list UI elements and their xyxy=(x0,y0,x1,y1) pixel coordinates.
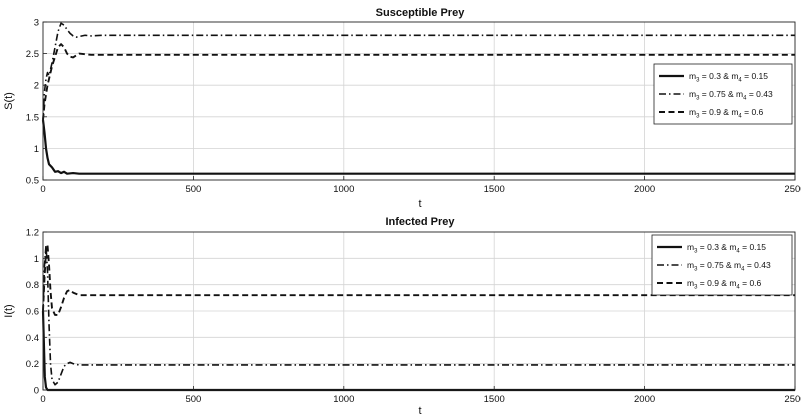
susceptible-legend: m3 = 0.3 & m4 = 0.15 m3 = 0.75 & m4 = 0.4… xyxy=(653,63,793,125)
susceptible-x-tick-label: 0 xyxy=(40,184,45,195)
infected-series-line-3 xyxy=(42,244,795,316)
infected-x-tick-label: 1000 xyxy=(333,394,354,405)
infected-y-tick-label: 0.8 xyxy=(26,280,39,291)
susceptible-x-tick-label: 1500 xyxy=(484,184,505,195)
infected-x-tick-label: 2000 xyxy=(634,394,655,405)
infected-chart-title: Infected Prey xyxy=(385,216,455,228)
infected-y-tick-label: 1 xyxy=(34,254,39,265)
susceptible-chart-title: Susceptible Prey xyxy=(376,7,466,19)
susceptible-legend-label-1: m3 = 0.3 & m4 = 0.15 xyxy=(689,71,768,84)
infected-legend-label-1: m3 = 0.3 & m4 = 0.15 xyxy=(687,242,766,255)
susceptible-series-line-2 xyxy=(42,22,795,121)
susceptible-axes-frame xyxy=(42,21,796,181)
infected-x-tick-label: 1500 xyxy=(484,394,505,405)
susceptible-y-axis-label: S(t) xyxy=(3,92,15,110)
infected-y-tick-label: 0 xyxy=(34,386,39,397)
susceptible-legend-label-3: m3 = 0.9 & m4 = 0.6 xyxy=(689,107,764,120)
susceptible-series-line-1 xyxy=(41,119,795,175)
infected-y-tick-label: 0.2 xyxy=(26,359,39,370)
infected-legend-box xyxy=(651,234,793,296)
infected-y-axis-label: I(t) xyxy=(3,304,15,317)
infected-y-tick-label: 1.2 xyxy=(26,228,39,239)
infected-y-tick-label: 0.6 xyxy=(26,307,39,318)
infected-x-axis-label: t xyxy=(418,405,421,416)
infected-legend-label-2: m3 = 0.75 & m4 = 0.43 xyxy=(687,260,771,273)
infected-x-tick-label: 0 xyxy=(40,394,45,405)
infected-y-tick-label: 0.4 xyxy=(26,333,39,344)
infected-legend-label-3: m3 = 0.9 & m4 = 0.6 xyxy=(687,278,762,291)
susceptible-y-tick-label: 2 xyxy=(34,81,39,92)
susceptible-series-line-3 xyxy=(42,43,795,121)
susceptible-x-tick-label: 500 xyxy=(185,184,201,195)
infected-legend: m3 = 0.3 & m4 = 0.15 m3 = 0.75 & m4 = 0.4… xyxy=(651,234,793,296)
susceptible-y-tick-label: 1.5 xyxy=(26,112,39,123)
susceptible-y-tick-label: 1 xyxy=(34,144,39,155)
susceptible-y-tick-label: 0.5 xyxy=(26,176,39,187)
susceptible-y-tick-label: 3 xyxy=(34,18,39,29)
infected-x-tick-label: 500 xyxy=(185,394,201,405)
susceptible-legend-label-2: m3 = 0.75 & m4 = 0.43 xyxy=(689,89,773,102)
susceptible-y-tick-label: 2.5 xyxy=(26,49,39,60)
susceptible-x-axis-label: t xyxy=(418,198,421,210)
infected-series-line-2 xyxy=(42,244,795,386)
susceptible-x-tick-label: 2000 xyxy=(634,184,655,195)
susceptible-x-tick-label: 1000 xyxy=(333,184,354,195)
